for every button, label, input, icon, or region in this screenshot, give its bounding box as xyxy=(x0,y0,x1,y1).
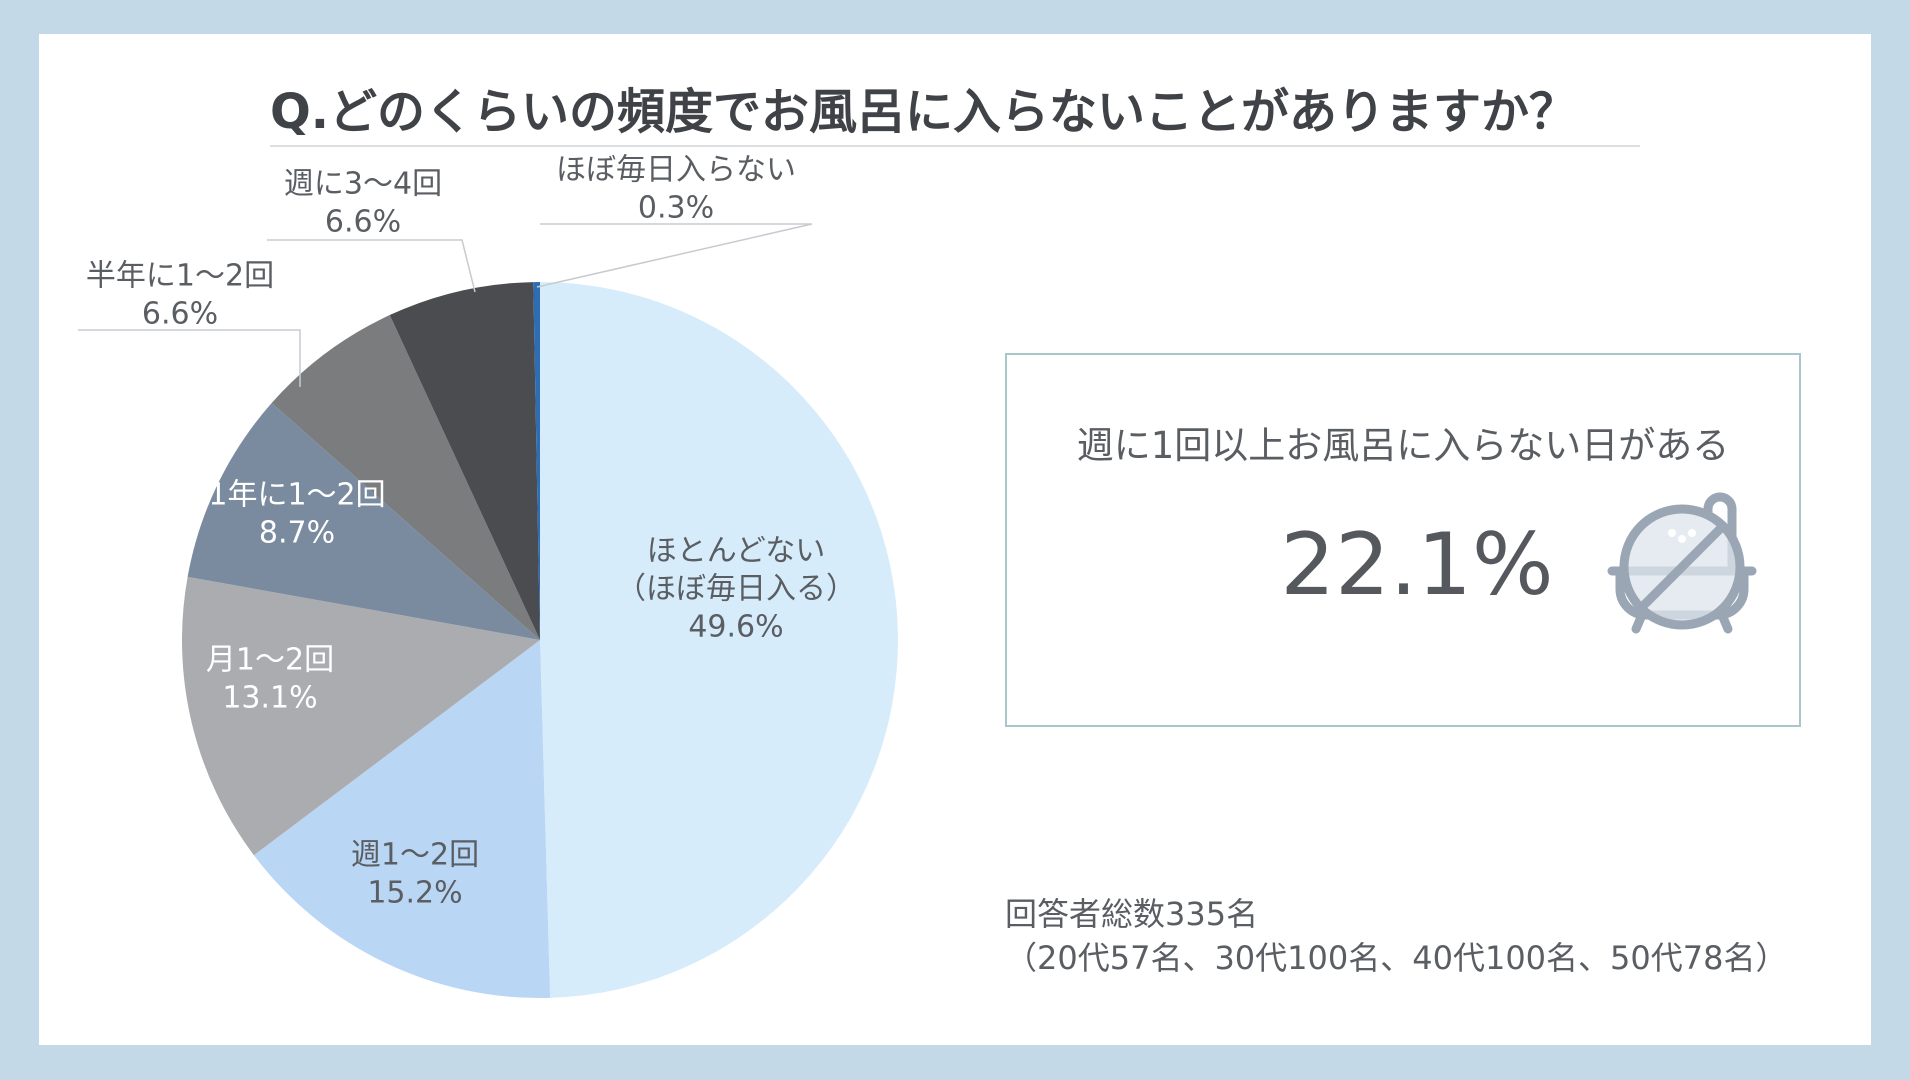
pie-slice xyxy=(533,282,540,640)
chart-title: Q.どのくらいの頻度でお風呂に入らないことがありますか？ xyxy=(270,84,1578,140)
callout-value: 22.1% xyxy=(1280,515,1554,615)
summary-callout: 週に1回以上お風呂に入らない日がある 22.1% xyxy=(1005,353,1801,727)
no-bath-icon xyxy=(1607,492,1757,634)
slice-category-label: ほとんどない xyxy=(647,534,826,569)
slice-value-label: 6.6% xyxy=(142,297,218,332)
slice-value-label: 6.6% xyxy=(325,205,401,240)
leader-line xyxy=(536,223,813,288)
leader-line xyxy=(267,239,476,293)
slice-category-label: 半年に1〜2回 xyxy=(86,259,274,294)
slice-category-label: 月1〜2回 xyxy=(206,643,334,678)
pie-slice xyxy=(540,282,898,998)
slice-label: 1年に1〜2回8.7% xyxy=(208,478,385,551)
pie-slice xyxy=(253,640,551,998)
pie-slice xyxy=(389,282,540,640)
pie-slice xyxy=(271,315,540,640)
slice-value-label: 8.7% xyxy=(259,516,335,551)
slice-label: 週に3〜4回6.6% xyxy=(267,167,476,293)
pie-slice xyxy=(187,403,540,640)
slice-label: ほとんどない（ほぼ毎日入る）49.6% xyxy=(616,534,856,645)
respondent-note: 回答者総数335名 （20代57名、30代100名、40代100名、50代78名… xyxy=(1005,892,1787,980)
respondent-total: 回答者総数335名 xyxy=(1005,895,1259,933)
slice-category-label: 週1〜2回 xyxy=(351,838,479,873)
respondent-breakdown: （20代57名、30代100名、40代100名、50代78名） xyxy=(1005,939,1788,977)
slice-label: 半年に1〜2回6.6% xyxy=(78,259,301,387)
slice-category-label: ほぼ毎日入らない xyxy=(556,153,796,188)
slice-value-label: 15.2% xyxy=(367,876,462,911)
slice-value-label: 13.1% xyxy=(222,681,317,716)
slice-value-label: 0.3% xyxy=(638,191,714,226)
pie-slice xyxy=(182,576,540,856)
callout-label: 週に1回以上お風呂に入らない日がある xyxy=(1076,424,1730,467)
title-divider xyxy=(270,145,1640,147)
leader-line xyxy=(78,329,301,387)
slice-category-label: 週に3〜4回 xyxy=(284,167,442,202)
slice-category-label: （ほぼ毎日入る） xyxy=(616,572,856,607)
slice-value-label: 49.6% xyxy=(688,610,783,645)
slice-category-label: 1年に1〜2回 xyxy=(208,478,385,513)
